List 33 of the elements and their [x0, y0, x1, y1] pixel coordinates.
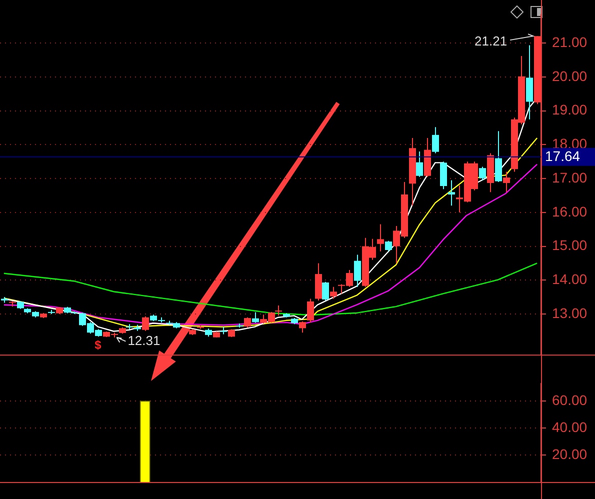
candlestick: [244, 316, 251, 328]
candlestick: [252, 312, 259, 324]
y-tick-label: 13.00: [552, 304, 588, 321]
candlestick: [479, 166, 486, 181]
candlestick: [299, 320, 306, 334]
y-tick-label: 20.00: [552, 446, 588, 462]
y-tick-label: 21.00: [552, 34, 588, 50]
candlestick: [322, 281, 329, 301]
candlestick: [142, 316, 149, 332]
candlestick: [432, 126, 439, 154]
y-tick-label: 20.00: [552, 68, 588, 84]
y-tick-label: 15.00: [552, 237, 588, 254]
candlestick: [307, 298, 314, 323]
candlestick: [275, 305, 282, 316]
candlestick: [385, 240, 392, 252]
candlestick: [440, 161, 447, 190]
annotation: $: [94, 338, 102, 352]
candlestick: [495, 130, 502, 182]
y-tick-label: 19.00: [552, 102, 588, 118]
y-tick-label: 14.00: [552, 270, 588, 287]
candlestick: [448, 180, 455, 206]
y-tick-label: 17.00: [552, 169, 588, 186]
candlestick: [354, 254, 361, 288]
candlestick: [503, 171, 510, 193]
y-tick-label: 60.00: [552, 392, 588, 408]
y-tick-label: 16.00: [552, 203, 588, 220]
annotation: 21.21: [474, 34, 508, 49]
ref-line-label: 17.64: [545, 148, 580, 164]
candlestick: [330, 286, 337, 300]
annotation: 12.31: [128, 332, 160, 348]
y-tick-label: 40.00: [552, 418, 588, 435]
candlestick: [416, 150, 423, 178]
candlestick: [377, 224, 384, 252]
